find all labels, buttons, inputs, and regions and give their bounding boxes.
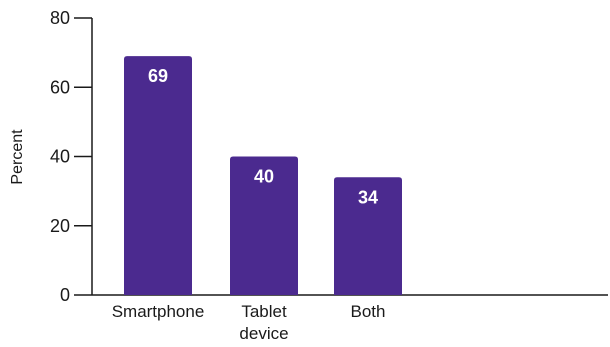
bar-tablet-device xyxy=(230,156,298,295)
y-tick-label: 20 xyxy=(50,216,70,236)
y-tick-label: 40 xyxy=(50,147,70,167)
y-tick-label: 0 xyxy=(60,285,70,305)
x-category-label: Smartphone xyxy=(112,302,205,321)
data-label: 69 xyxy=(148,66,168,86)
data-label: 40 xyxy=(254,167,274,187)
y-tick-label: 60 xyxy=(50,77,70,97)
bar-smartphone xyxy=(124,56,192,296)
bar-both xyxy=(334,177,402,295)
category-labels: Smartphone Tablet device Both xyxy=(112,302,386,343)
data-label: 34 xyxy=(358,187,378,207)
x-category-label: Tablet device xyxy=(239,302,288,343)
bars: 69 40 34 xyxy=(124,56,402,296)
y-tick-label: 80 xyxy=(50,8,70,28)
y-ticks: 0 20 40 60 80 xyxy=(50,8,92,305)
y-axis-title: Percent xyxy=(9,129,26,185)
x-category-label: Both xyxy=(351,302,386,321)
